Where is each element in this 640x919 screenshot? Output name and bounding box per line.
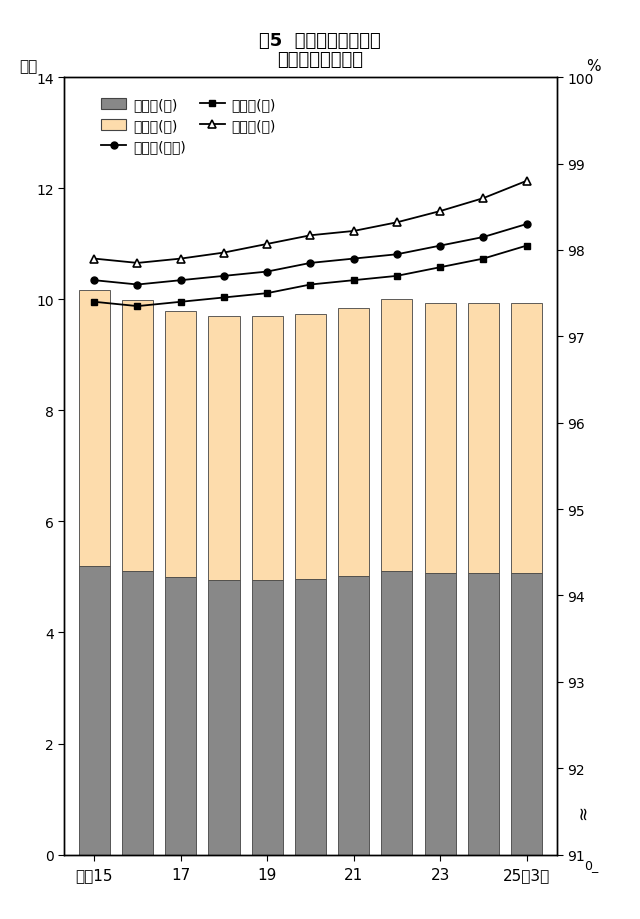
- 進学率(男): [393, 271, 401, 282]
- 進学率(総数): [220, 271, 228, 282]
- Bar: [79, 291, 110, 567]
- Legend: 卒業者(男), 卒業者(女), 進学率(総数), 進学率(男), 進学率(女): 卒業者(男), 卒業者(女), 進学率(総数), 進学率(男), 進学率(女): [95, 93, 282, 160]
- 進学率(女): [436, 207, 444, 218]
- 進学率(総数): [307, 258, 314, 269]
- Bar: [511, 303, 542, 573]
- 進学率(女): [523, 176, 531, 187]
- Bar: [209, 317, 239, 580]
- 進学率(男): [177, 297, 184, 308]
- 進学率(女): [220, 248, 228, 259]
- 進学率(男): [479, 254, 487, 265]
- Line: 進学率(女): 進学率(女): [90, 177, 531, 267]
- Bar: [424, 573, 456, 855]
- Text: 万人: 万人: [20, 59, 38, 74]
- Bar: [79, 567, 110, 855]
- Bar: [381, 300, 412, 572]
- Line: 進学率(総数): 進学率(総数): [91, 221, 530, 289]
- 進学率(女): [393, 218, 401, 229]
- Bar: [338, 576, 369, 855]
- 進学率(総数): [90, 276, 98, 287]
- 進学率(総数): [134, 279, 141, 290]
- 進学率(総数): [479, 233, 487, 244]
- Bar: [209, 580, 239, 855]
- Bar: [165, 577, 196, 855]
- 進学率(女): [134, 258, 141, 269]
- 進学率(男): [350, 276, 358, 287]
- Text: ≈: ≈: [575, 804, 593, 820]
- Bar: [252, 317, 283, 580]
- 進学率(女): [177, 254, 184, 265]
- 進学率(総数): [177, 276, 184, 287]
- 進学率(男): [220, 292, 228, 303]
- 進学率(女): [90, 254, 98, 265]
- Text: 及び進学率の推移: 及び進学率の推移: [277, 51, 363, 69]
- 進学率(女): [307, 231, 314, 242]
- Text: %: %: [586, 59, 601, 74]
- Bar: [468, 303, 499, 573]
- 進学率(総数): [523, 220, 531, 231]
- 進学率(男): [263, 289, 271, 300]
- 進学率(女): [479, 193, 487, 204]
- 進学率(男): [90, 297, 98, 308]
- Bar: [165, 312, 196, 577]
- Bar: [511, 573, 542, 855]
- Bar: [424, 303, 456, 573]
- Bar: [122, 572, 153, 855]
- Bar: [468, 573, 499, 855]
- 進学率(男): [307, 279, 314, 290]
- Text: 0_: 0_: [584, 858, 598, 871]
- Text: 図5  中学校の卒業者数: 図5 中学校の卒業者数: [259, 32, 381, 51]
- Bar: [295, 314, 326, 579]
- 進学率(総数): [436, 241, 444, 252]
- Line: 進学率(男): 進学率(男): [91, 243, 530, 311]
- Bar: [295, 579, 326, 855]
- Bar: [252, 580, 283, 855]
- Bar: [338, 309, 369, 576]
- 進学率(男): [523, 241, 531, 252]
- 進学率(男): [436, 263, 444, 274]
- Bar: [122, 301, 153, 572]
- 進学率(女): [263, 239, 271, 250]
- 進学率(総数): [393, 249, 401, 260]
- 進学率(男): [134, 301, 141, 312]
- 進学率(女): [350, 226, 358, 237]
- 進学率(総数): [263, 267, 271, 278]
- 進学率(総数): [350, 254, 358, 265]
- Bar: [381, 572, 412, 855]
